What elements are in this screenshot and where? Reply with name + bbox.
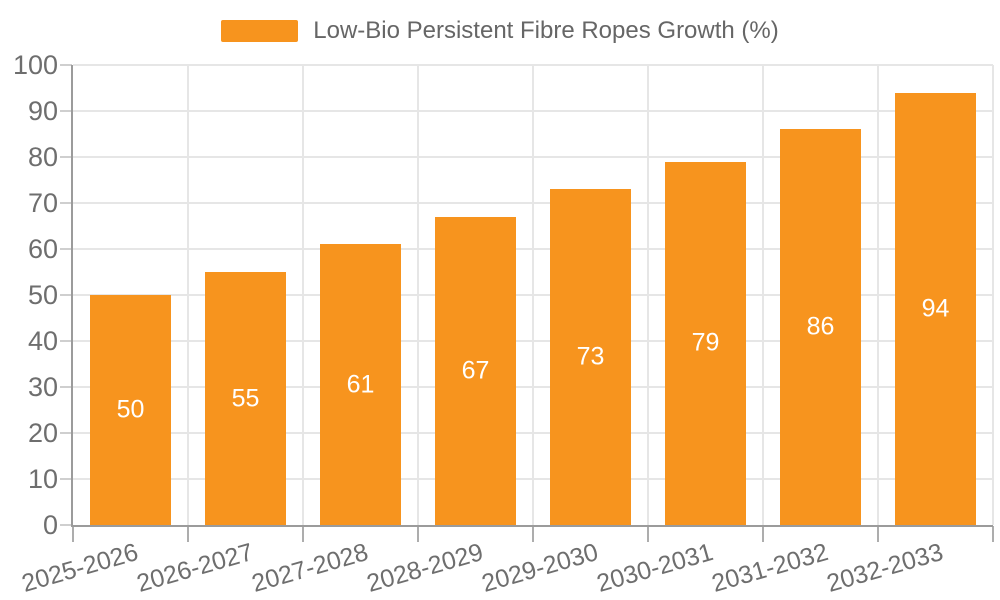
bar[interactable] (550, 189, 631, 525)
y-axis-label: 50 (27, 280, 58, 310)
x-axis-label: 2029-2030 (478, 538, 602, 598)
x-axis-label: 2027-2028 (248, 538, 372, 598)
gridline-vertical (417, 65, 419, 525)
y-axis-label: 80 (27, 142, 58, 172)
legend-swatch-icon (221, 20, 299, 42)
gridline-vertical (992, 65, 994, 525)
x-axis-label: 2032-2033 (823, 538, 947, 598)
bar-value-label: 86 (806, 312, 835, 341)
bar[interactable] (780, 129, 861, 525)
bar-value-label: 55 (231, 384, 260, 412)
x-axis-label: 2031-2032 (708, 538, 832, 598)
y-axis-label: 0 (42, 510, 58, 540)
x-axis-tick (302, 526, 304, 542)
bar-value-label: 79 (691, 328, 720, 357)
y-axis-label: 100 (12, 50, 58, 80)
x-axis-label: 2026-2027 (133, 538, 257, 598)
bar[interactable] (320, 244, 401, 525)
y-axis-label: 70 (27, 188, 58, 218)
bar[interactable] (435, 216, 516, 525)
y-axis-tick (60, 156, 72, 158)
x-axis-tick (417, 526, 419, 542)
bar[interactable] (895, 92, 976, 525)
x-axis-tick (992, 526, 994, 542)
y-axis-tick (60, 386, 72, 388)
y-axis-line (71, 65, 73, 527)
x-axis-tick (647, 526, 649, 542)
y-axis-tick (60, 294, 72, 296)
y-axis-tick (60, 64, 72, 66)
y-axis-tick (60, 524, 72, 526)
y-axis-tick (60, 478, 72, 480)
y-axis-label: 60 (27, 234, 58, 264)
bar[interactable] (90, 295, 171, 525)
gridline-vertical (302, 65, 304, 525)
gridline-vertical (647, 65, 649, 525)
x-axis-label: 2028-2029 (363, 538, 487, 598)
gridline-vertical (762, 65, 764, 525)
y-axis-tick (60, 248, 72, 250)
y-axis-tick (60, 432, 72, 434)
gridline-vertical (187, 65, 189, 525)
y-axis-tick (60, 202, 72, 204)
y-axis-label: 90 (27, 96, 58, 126)
y-axis-tick (60, 340, 72, 342)
x-axis-line (71, 525, 993, 527)
bar-value-label: 67 (461, 356, 490, 385)
y-axis-tick (60, 110, 72, 112)
gridline-vertical (877, 65, 879, 525)
legend-item[interactable]: Low-Bio Persistent Fibre Ropes Growth (%… (0, 17, 1000, 45)
x-axis-tick (762, 526, 764, 542)
bar-value-label: 61 (346, 370, 375, 399)
y-axis-label: 30 (27, 372, 58, 402)
y-axis-label: 10 (27, 464, 58, 494)
y-axis-label: 40 (27, 326, 58, 356)
y-axis-label: 20 (27, 418, 58, 448)
x-axis-label: 2025-2026 (18, 538, 142, 598)
bar-value-label: 94 (921, 294, 950, 323)
x-axis-label: 2030-2031 (593, 538, 717, 598)
x-axis-tick (877, 526, 879, 542)
x-axis-tick (532, 526, 534, 542)
bar-value-label: 73 (576, 342, 605, 371)
x-axis-tick (187, 526, 189, 542)
bar-value-label: 50 (116, 395, 145, 424)
bar[interactable] (665, 161, 746, 525)
gridline-vertical (532, 65, 534, 525)
bar[interactable] (205, 272, 286, 525)
x-axis-tick (72, 526, 74, 542)
legend-label: Low-Bio Persistent Fibre Ropes Growth (%… (313, 17, 779, 44)
